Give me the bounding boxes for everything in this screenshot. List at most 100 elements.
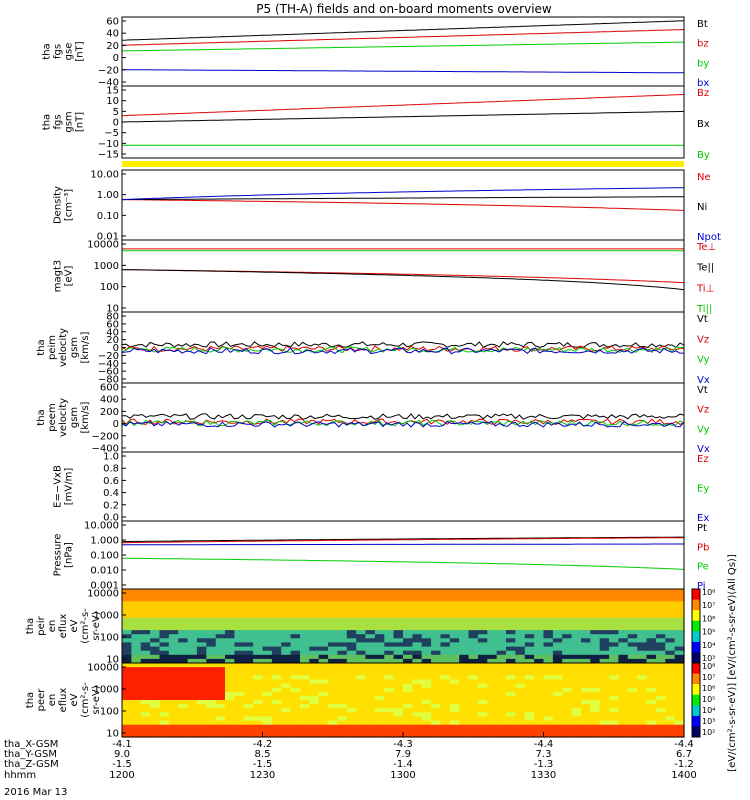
heatmap-cell bbox=[187, 679, 198, 685]
heatmap-cell bbox=[543, 658, 554, 664]
heatmap-cell bbox=[328, 654, 339, 660]
heatmap-cell bbox=[403, 671, 413, 676]
heatmap-cell bbox=[506, 728, 516, 734]
heatmap-cell bbox=[393, 589, 404, 594]
heatmap-cell bbox=[562, 667, 573, 672]
heatmap-cell bbox=[637, 630, 648, 635]
heatmap-cell bbox=[337, 712, 348, 717]
heatmap-cell bbox=[609, 638, 620, 643]
heatmap-cell bbox=[637, 654, 648, 660]
heatmap-cell bbox=[599, 589, 610, 594]
heatmap-cell bbox=[449, 658, 460, 664]
heatmap-cell bbox=[206, 716, 217, 722]
heatmap-cell bbox=[122, 667, 132, 672]
heatmap-cell bbox=[122, 728, 132, 734]
heatmap-cell bbox=[271, 708, 282, 713]
heatmap-cell bbox=[215, 601, 226, 606]
heatmap-cell bbox=[309, 675, 320, 680]
heatmap-cell bbox=[384, 650, 395, 656]
orbit-value: -4.3 bbox=[393, 739, 413, 750]
heatmap-cell bbox=[421, 593, 432, 598]
heatmap-cell bbox=[543, 687, 554, 693]
heatmap-cell bbox=[534, 630, 545, 635]
heatmap-cell bbox=[122, 654, 132, 660]
heatmap-cell bbox=[421, 687, 432, 693]
heatmap-cell bbox=[590, 597, 601, 602]
heatmap-cell bbox=[356, 704, 367, 709]
heatmap-cell bbox=[440, 695, 451, 701]
heatmap-cell bbox=[506, 700, 516, 705]
heatmap-cell bbox=[215, 671, 226, 676]
heatmap-cell bbox=[168, 658, 179, 664]
heatmap-cell bbox=[374, 708, 385, 713]
heatmap-cell bbox=[206, 695, 217, 701]
heatmap-cell bbox=[440, 621, 451, 627]
heatmap-cell bbox=[477, 609, 488, 615]
heatmap-cell bbox=[496, 732, 507, 738]
heatmap-cell bbox=[281, 691, 292, 697]
heatmap-cell bbox=[506, 654, 516, 660]
heatmap-cell bbox=[552, 663, 563, 668]
heatmap-cell bbox=[674, 675, 685, 680]
heatmap-cell bbox=[215, 700, 226, 705]
heatmap-cell bbox=[637, 621, 648, 627]
heatmap-cell bbox=[496, 650, 507, 656]
heatmap-cell bbox=[309, 671, 320, 676]
heatmap-cell bbox=[506, 597, 516, 602]
heatmap-cell bbox=[665, 716, 676, 722]
heatmap-cell bbox=[356, 675, 367, 680]
heatmap-cell bbox=[374, 609, 385, 615]
heatmap-cell bbox=[421, 732, 432, 738]
heatmap-cell bbox=[393, 663, 404, 668]
heatmap-cell bbox=[496, 683, 507, 689]
legend-Ez: Ez bbox=[697, 454, 709, 465]
heatmap-cell bbox=[346, 630, 357, 635]
heatmap-cell bbox=[187, 720, 198, 726]
heatmap-cell bbox=[206, 634, 217, 639]
heatmap-cell bbox=[328, 630, 339, 635]
heatmap-cell bbox=[187, 712, 198, 717]
orbit-value: 8.5 bbox=[255, 749, 271, 760]
heatmap-cell bbox=[374, 654, 385, 660]
heatmap-cell bbox=[374, 642, 385, 648]
heatmap-cell bbox=[150, 630, 161, 635]
heatmap-cell bbox=[581, 675, 591, 680]
heatmap-cell bbox=[365, 597, 376, 602]
heatmap-cell bbox=[281, 646, 292, 652]
heatmap-cell bbox=[140, 650, 151, 656]
heatmap-cell bbox=[609, 720, 620, 726]
heatmap-cell bbox=[384, 642, 395, 648]
heatmap-cell bbox=[384, 654, 395, 660]
heatmap-cell bbox=[637, 675, 648, 680]
heatmap-cell bbox=[562, 605, 573, 611]
heatmap-cell bbox=[477, 700, 488, 705]
heatmap-cell bbox=[412, 642, 423, 648]
heatmap-cell bbox=[271, 732, 282, 738]
heatmap-cell bbox=[637, 589, 648, 594]
heatmap-cell bbox=[468, 675, 479, 680]
heatmap-cell bbox=[468, 642, 479, 648]
heatmap-cell bbox=[477, 704, 488, 709]
colorbar-frame bbox=[691, 662, 701, 738]
heatmap-cell bbox=[609, 708, 620, 713]
heatmap-cell bbox=[534, 708, 545, 713]
heatmap-cell bbox=[627, 712, 638, 717]
heatmap-cell bbox=[646, 663, 657, 668]
y-tick-label: 0 bbox=[113, 53, 119, 64]
heatmap-cell bbox=[393, 691, 404, 697]
heatmap-cell bbox=[431, 658, 442, 664]
heatmap-cell bbox=[590, 667, 601, 672]
heatmap-cell bbox=[281, 716, 292, 722]
heatmap-cell bbox=[459, 712, 470, 717]
heatmap-cell bbox=[468, 732, 479, 738]
heatmap-cell bbox=[234, 708, 245, 713]
heatmap-cell bbox=[515, 613, 526, 619]
heatmap-cell bbox=[637, 691, 648, 697]
heatmap-cell bbox=[674, 654, 685, 660]
heatmap-cell bbox=[150, 593, 161, 598]
heatmap-cell bbox=[365, 589, 376, 594]
heatmap-cell bbox=[178, 695, 189, 701]
heatmap-cell bbox=[168, 679, 179, 685]
heatmap-cell bbox=[459, 613, 470, 619]
